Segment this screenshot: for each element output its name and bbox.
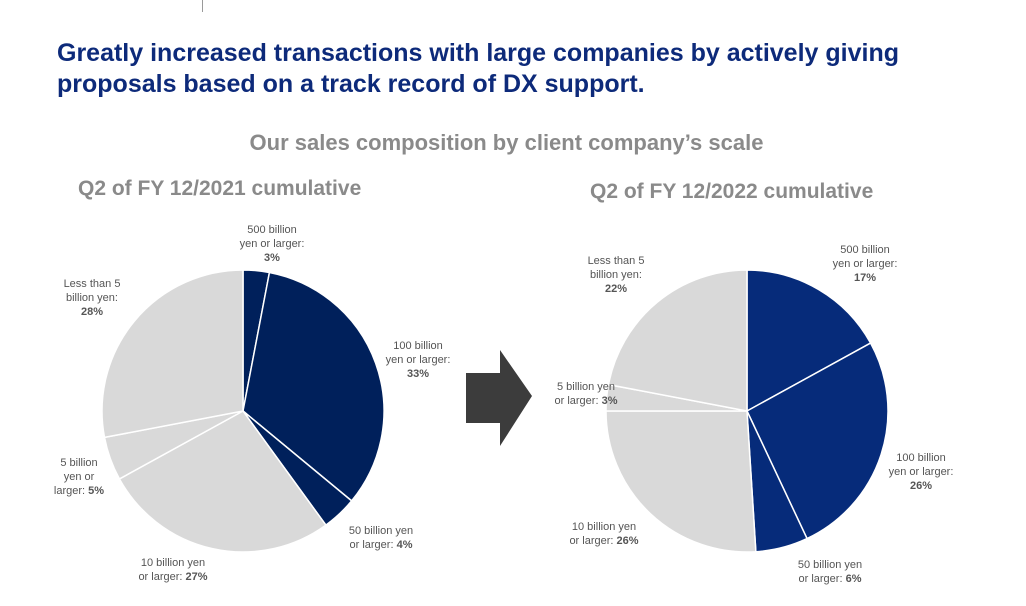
pie-slice	[101, 269, 244, 439]
slice-value: 4%	[394, 539, 413, 551]
slice-value: 22%	[605, 283, 627, 295]
pie-slice	[746, 269, 872, 412]
slice-label: 100 billion yen or larger: 33%	[386, 340, 451, 380]
slice-label-line: 500 billion	[840, 244, 890, 256]
slice-value: 33%	[407, 368, 429, 380]
slice-label-line: Less than 5	[588, 255, 645, 267]
slice-label: Less than 5 billion yen: 28%	[64, 278, 121, 318]
slice-label-line: or larger:	[569, 535, 613, 547]
slice-label-line: 500 billion	[247, 224, 297, 236]
slice-label-line: or larger:	[138, 571, 182, 583]
pie-slice	[242, 271, 385, 502]
slice-label-line: yen or	[64, 471, 95, 483]
slice-label: 10 billion yen or larger: 26%	[569, 521, 638, 547]
left-chart-title: Q2 of FY 12/2021 cumulative	[78, 177, 362, 200]
slice-label-line: 100 billion	[393, 340, 443, 352]
slice-label: 100 billion yen or larger: 26%	[889, 452, 954, 492]
pie-slice	[118, 410, 327, 553]
slice-label: Less than 5 billion yen: 22%	[588, 255, 645, 295]
right-chart-title: Q2 of FY 12/2022 cumulative	[590, 180, 874, 203]
slice-value: 3%	[599, 395, 618, 407]
slice-label-line: larger:	[54, 485, 85, 497]
slice-label-line: 5 billion	[60, 457, 97, 469]
slice-label: 10 billion yen or larger: 27%	[138, 557, 207, 583]
headline-line-1: Greatly increased transactions with larg…	[57, 39, 899, 67]
slice-value: 5%	[85, 485, 104, 497]
slice-label-line: yen or larger:	[386, 354, 451, 366]
right-arrow-icon	[466, 350, 532, 446]
pie-slice	[605, 410, 757, 553]
slice-label-line: billion yen:	[66, 292, 118, 304]
slice-label-line: 5 billion yen	[557, 381, 615, 393]
slice-label-line: or larger:	[799, 573, 843, 585]
headline-line-2: proposals based on a track record of DX …	[57, 70, 645, 98]
left-pie-chart	[101, 269, 385, 553]
slice-label: 50 billion yen or larger: 4%	[349, 525, 413, 551]
slice-label-line: yen or larger:	[833, 258, 898, 270]
slice-label-line: 10 billion yen	[141, 557, 205, 569]
right-pie-chart	[605, 269, 889, 553]
chart-subtitle: Our sales composition by client company’…	[249, 130, 764, 155]
slice-value: 26%	[613, 535, 638, 547]
slice-value: 17%	[854, 272, 876, 284]
headline: Greatly increased transactions with larg…	[57, 38, 997, 100]
slice-label: 5 billion yen or larger: 5%	[54, 457, 104, 497]
slice-label: 500 billion yen or larger: 3%	[240, 224, 305, 264]
slice-label-line: yen or larger:	[240, 238, 305, 250]
pie-slice	[746, 342, 889, 540]
slice-value: 6%	[843, 573, 862, 585]
slice-label-line: billion yen:	[590, 269, 642, 281]
slice-label-line: yen or larger:	[889, 466, 954, 478]
top-divider	[202, 0, 203, 12]
slice-label-line: 50 billion yen	[349, 525, 413, 537]
slice-label-line: 10 billion yen	[572, 521, 636, 533]
slice-value: 26%	[910, 480, 932, 492]
slice-value: 27%	[182, 571, 207, 583]
slice-label-line: Less than 5	[64, 278, 121, 290]
slice-label-line: 50 billion yen	[798, 559, 862, 571]
slice-label: 5 billion yen or larger: 3%	[555, 381, 618, 407]
slice-value: 28%	[81, 306, 103, 318]
slice-label: 50 billion yen or larger: 6%	[798, 559, 862, 585]
left-pie-labels: 500 billion yen or larger: 3% 100 billion ye…	[54, 224, 450, 583]
slice-value: 3%	[264, 252, 280, 264]
pie-slice	[607, 269, 748, 412]
slice-label-line: or larger:	[555, 395, 599, 407]
right-pie-labels: 500 billion yen or larger: 17% 100 billion y…	[555, 244, 954, 585]
slice-label-line: 100 billion	[896, 452, 946, 464]
slice-label: 500 billion yen or larger: 17%	[833, 244, 898, 284]
slice-label-line: or larger:	[350, 539, 394, 551]
